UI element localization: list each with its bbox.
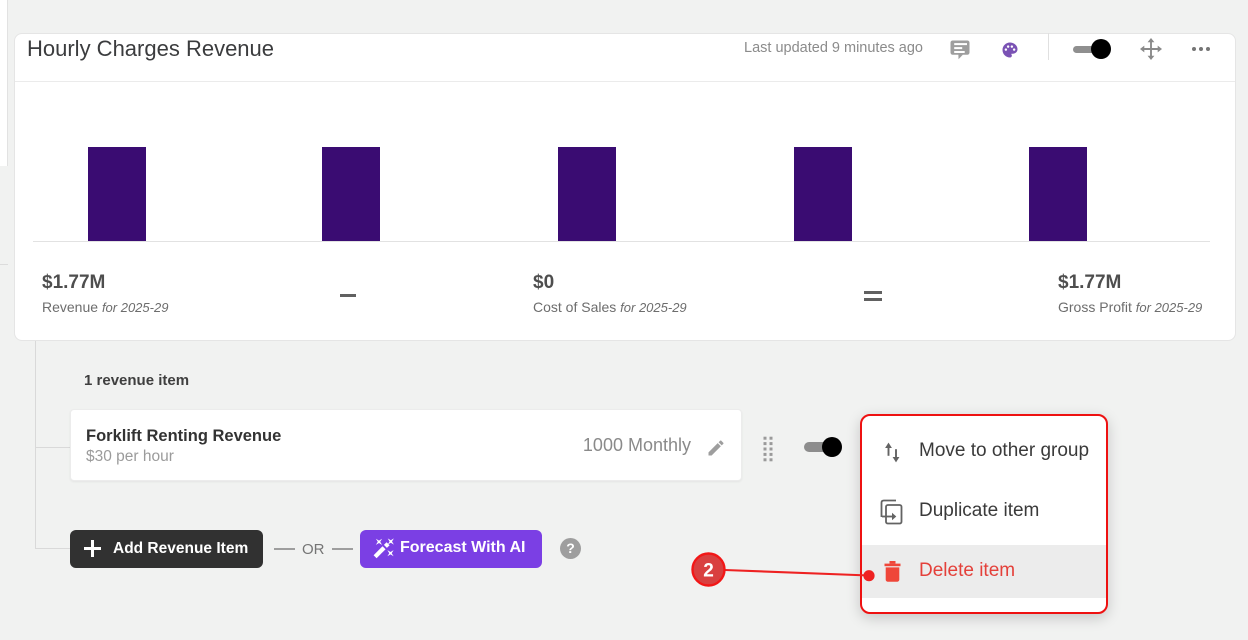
svg-text:2: 2	[703, 560, 714, 581]
